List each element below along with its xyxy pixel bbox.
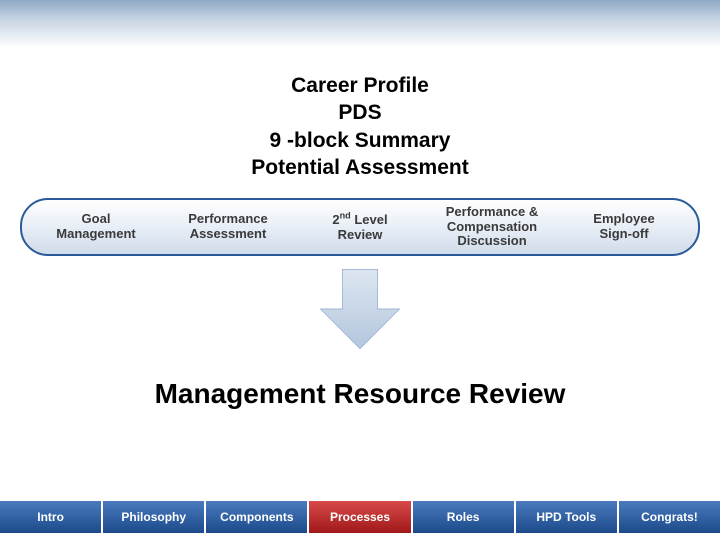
nav-philosophy[interactable]: Philosophy [103, 501, 206, 533]
title-line-3: 9 -block Summary [0, 127, 720, 154]
title-line-2: PDS [0, 99, 720, 126]
process-goal-management: Goal Management [30, 212, 162, 242]
process-item-line: Management [56, 226, 135, 241]
footer-nav: Intro Philosophy Components Processes Ro… [0, 501, 720, 533]
nav-intro[interactable]: Intro [0, 501, 103, 533]
title-line-4: Potential Assessment [0, 154, 720, 181]
process-performance-compensation: Performance & Compensation Discussion [426, 205, 558, 250]
process-item-line: 2nd Level [332, 212, 387, 227]
nav-components[interactable]: Components [206, 501, 309, 533]
mrr-heading: Management Resource Review [0, 378, 720, 410]
down-arrow-icon [315, 265, 405, 353]
nav-processes[interactable]: Processes [309, 501, 412, 533]
process-item-line: Performance & [446, 204, 538, 219]
process-item-line: Assessment [190, 226, 267, 241]
arrow-container [0, 265, 720, 353]
header-gradient [0, 0, 720, 48]
process-2nd-level-review: 2nd Level Review [294, 211, 426, 243]
process-item-line: Compensation [447, 219, 537, 234]
process-item-line: Performance [188, 211, 267, 226]
process-item-line: Review [338, 227, 383, 242]
title-block: Career Profile PDS 9 -block Summary Pote… [0, 72, 720, 181]
nav-roles[interactable]: Roles [413, 501, 516, 533]
process-item-line: Goal [82, 211, 111, 226]
process-item-line: Discussion [457, 233, 526, 248]
process-bar: Goal Management Performance Assessment 2… [20, 198, 700, 256]
process-item-line: Sign-off [599, 226, 648, 241]
process-employee-signoff: Employee Sign-off [558, 212, 690, 242]
process-performance-assessment: Performance Assessment [162, 212, 294, 242]
title-line-1: Career Profile [0, 72, 720, 99]
nav-congrats[interactable]: Congrats! [619, 501, 720, 533]
nav-hpd-tools[interactable]: HPD Tools [516, 501, 619, 533]
process-item-line: Employee [593, 211, 654, 226]
